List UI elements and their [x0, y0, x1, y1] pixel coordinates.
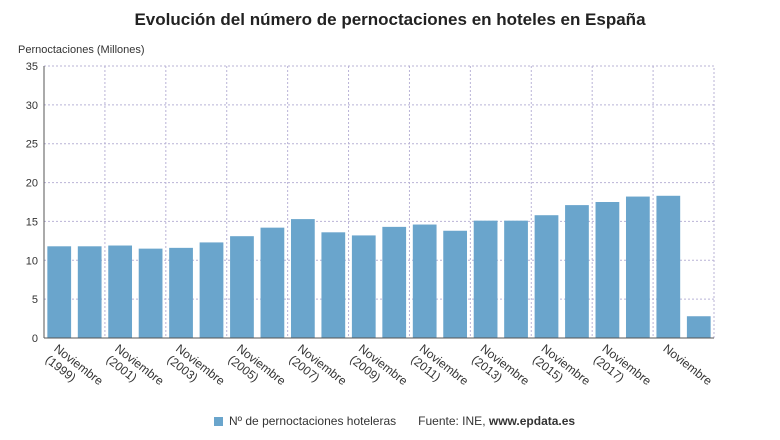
x-tick-label-line1: Noviembre	[660, 341, 715, 388]
source-prefix: Fuente: INE,	[418, 414, 489, 428]
bar-2009	[351, 235, 376, 338]
bars-layer	[47, 195, 711, 338]
bar-2018	[625, 196, 650, 338]
y-tick-label: 20	[26, 178, 38, 190]
y-tick-label: 5	[32, 294, 38, 306]
bar-2010	[382, 226, 407, 338]
y-tick-label: 25	[26, 139, 38, 151]
bar-2008	[321, 232, 346, 338]
x-tick-label: Noviembre(1999)	[43, 341, 106, 388]
x-tick-label: Noviembre(2003)	[165, 341, 228, 388]
chart-title: Evolución del número de pernoctaciones e…	[134, 10, 646, 29]
bar-2012	[443, 230, 468, 338]
bar-2000	[77, 246, 102, 338]
axis-layer	[43, 66, 714, 339]
bar-2017	[595, 202, 620, 338]
x-tick-label: Noviembre(2017)	[591, 341, 654, 388]
bar-2007	[290, 219, 315, 338]
x-tick-label: Noviembre(2009)	[347, 341, 410, 388]
bar-2020	[686, 316, 711, 338]
bar-2011	[412, 224, 437, 338]
y-axis-title: Pernoctaciones (Millones)	[18, 44, 145, 56]
x-tick-label: Noviembre(2001)	[104, 341, 167, 388]
x-tick-label: Noviembre(2011)	[408, 341, 471, 388]
x-tick-label: Noviembre(2007)	[286, 341, 349, 388]
legend-label: Nº de pernoctaciones hoteleras	[229, 414, 397, 428]
bar-2002	[138, 248, 163, 338]
bar-2015	[534, 215, 559, 338]
legend-swatch	[214, 416, 223, 426]
bar-1999	[47, 246, 72, 338]
y-tick-label: 35	[26, 61, 38, 73]
x-tick-label: Noviembre(2005)	[225, 341, 288, 388]
source-site: www.epdata.es	[488, 414, 576, 428]
bar-2003	[169, 247, 193, 338]
y-tick-label: 30	[26, 100, 38, 112]
y-tick-label: 15	[26, 216, 38, 228]
bar-2001	[108, 245, 133, 338]
x-tick-label: Noviembre	[660, 341, 715, 388]
bar-2014	[504, 220, 528, 338]
y-tick-label: 0	[32, 333, 38, 345]
bar-2005	[230, 236, 254, 338]
x-tick-label: Noviembre(2015)	[530, 341, 593, 388]
bar-2016	[565, 205, 589, 338]
bar-2019	[656, 195, 681, 338]
legend: Nº de pernoctaciones hoteleras Fuente: I…	[214, 414, 575, 428]
bar-2006	[260, 227, 285, 338]
source-note: Fuente: INE, www.epdata.es	[418, 414, 575, 428]
x-tick-label: Noviembre(2013)	[469, 341, 532, 388]
bar-2013	[473, 220, 498, 338]
y-tick-label: 10	[26, 255, 38, 267]
bar-2004	[199, 242, 224, 338]
